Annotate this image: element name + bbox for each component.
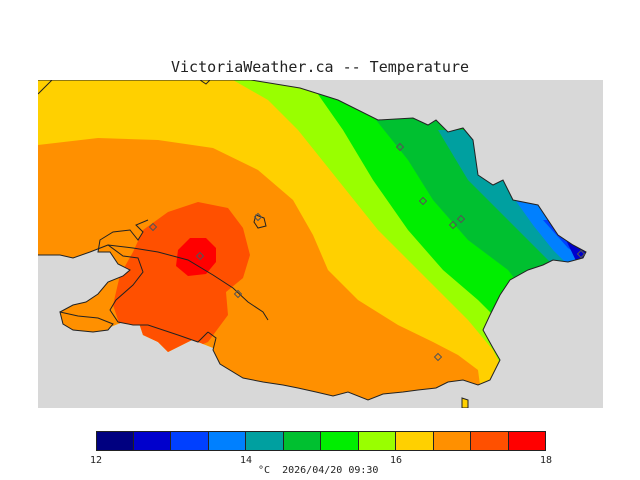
station-marker-icon[interactable] <box>395 142 405 152</box>
legend-footer: °C 2026/04/20 09:30 <box>258 465 378 476</box>
temperature-map <box>38 80 603 408</box>
legend-band-4 <box>246 431 284 451</box>
legend-band-0 <box>96 431 134 451</box>
legend-band-8 <box>396 431 434 451</box>
legend-band-5 <box>283 431 321 451</box>
legend-band-9 <box>433 431 471 451</box>
legend-frame <box>96 431 546 451</box>
station-marker-icon[interactable] <box>253 212 263 222</box>
station-marker-icon[interactable] <box>418 196 428 206</box>
legend-band-10 <box>471 431 509 451</box>
station-marker-icon[interactable] <box>148 222 158 232</box>
station-marker-icon[interactable] <box>195 251 205 261</box>
legend-band-7 <box>358 431 396 451</box>
legend-band-6 <box>321 431 359 451</box>
legend-tick-12: 12 <box>89 455 103 466</box>
legend-band-3 <box>208 431 246 451</box>
legend-tick-16: 16 <box>389 455 403 466</box>
station-marker-icon[interactable] <box>233 289 243 299</box>
legend-band-2 <box>171 431 209 451</box>
station-marker-icon[interactable] <box>576 249 586 259</box>
map-title: VictoriaWeather.ca -- Temperature <box>170 58 469 76</box>
timestamp-label: 2026/04/20 09:30 <box>282 465 379 476</box>
unit-label: °C <box>258 465 271 476</box>
legend-tick-18: 18 <box>539 455 553 466</box>
legend-tick-14: 14 <box>239 455 253 466</box>
station-marker-icon[interactable] <box>448 220 458 230</box>
station-marker-icon[interactable] <box>433 352 443 362</box>
station-marker-icon[interactable] <box>456 214 466 224</box>
legend-band-1 <box>133 431 171 451</box>
color-legend <box>96 431 546 451</box>
